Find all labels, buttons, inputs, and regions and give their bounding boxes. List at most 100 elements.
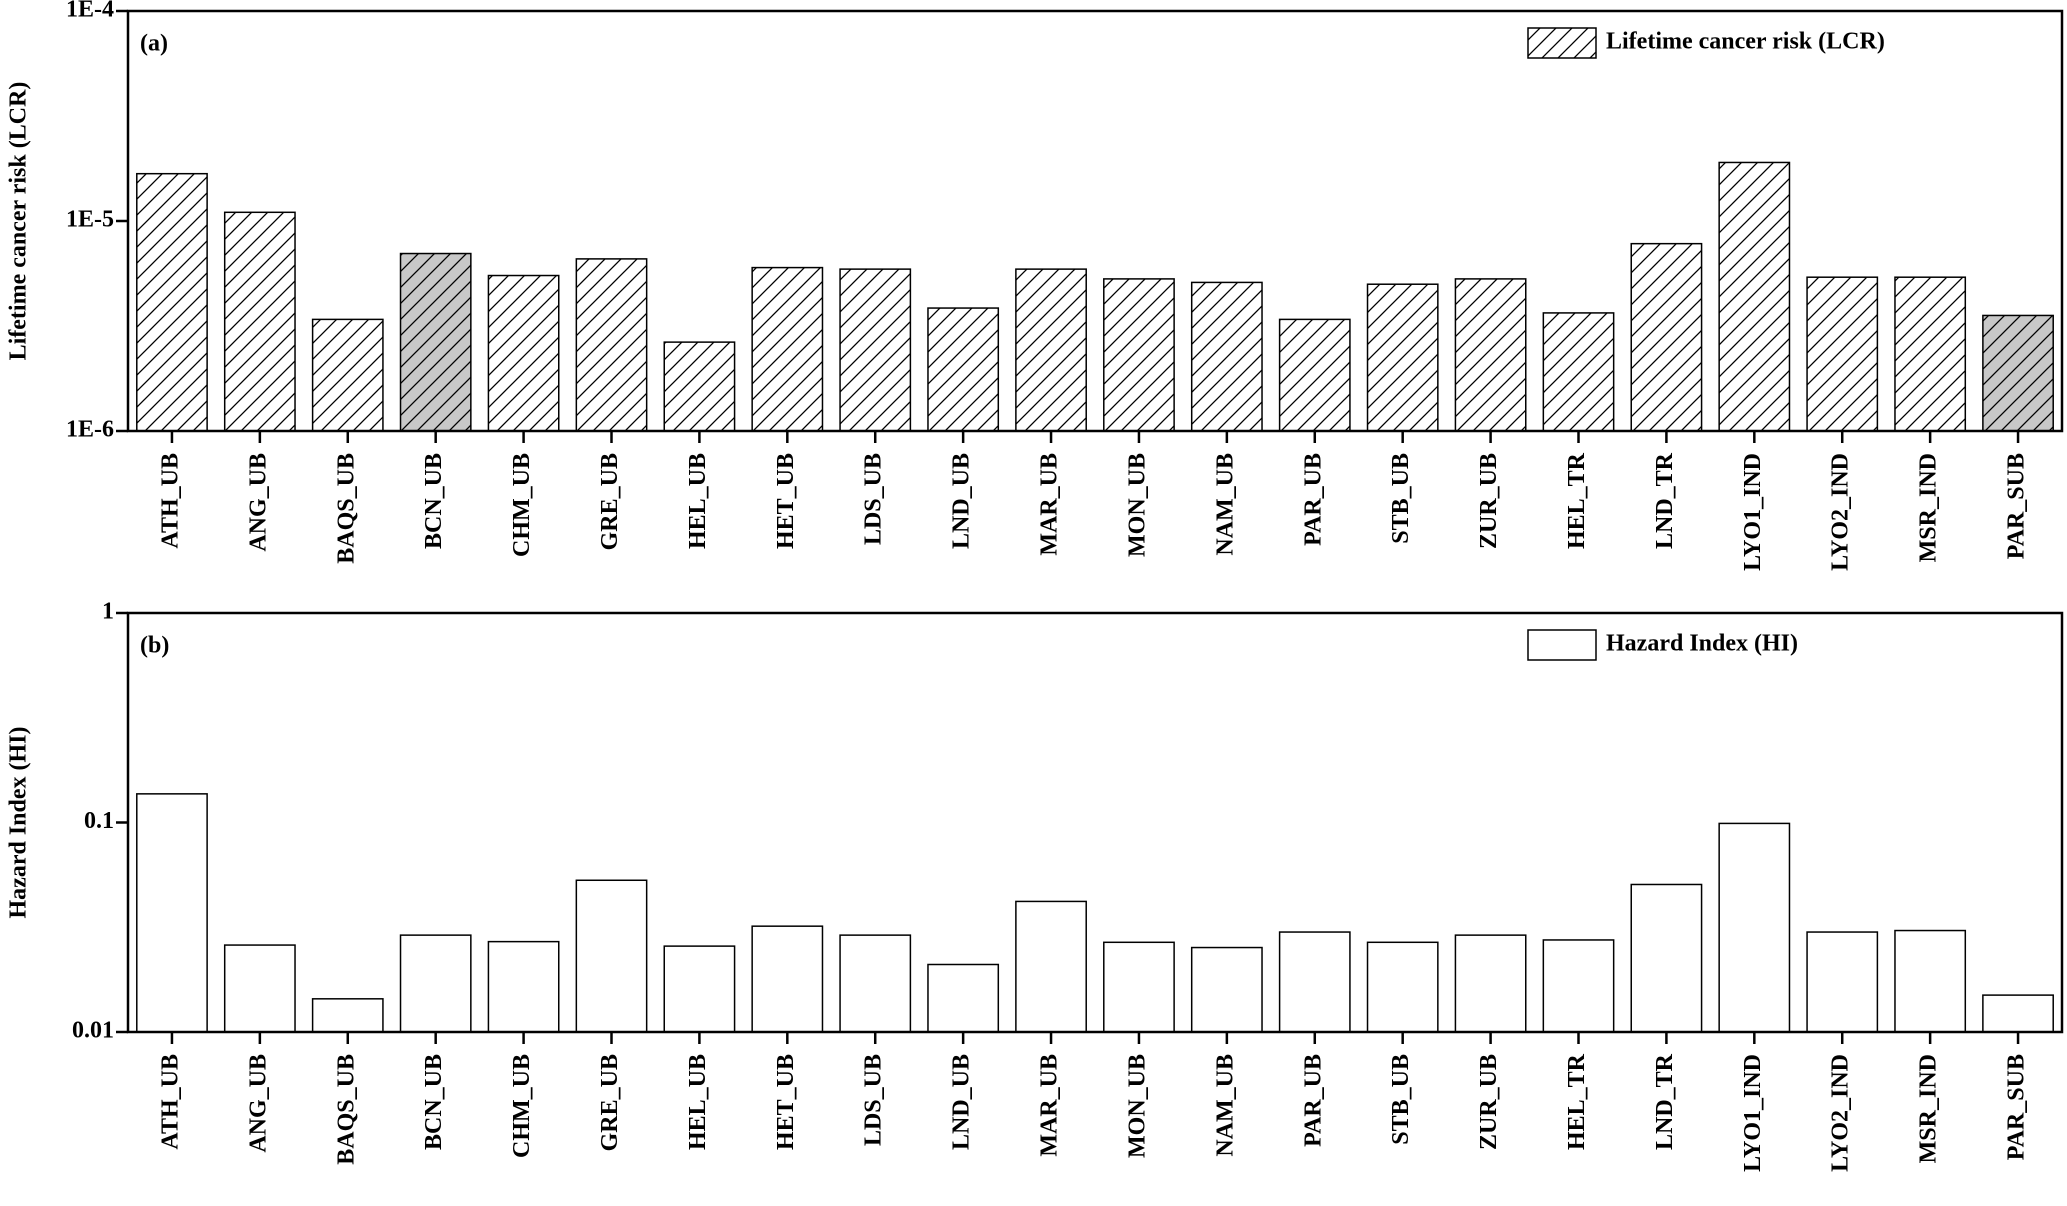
bar <box>1103 278 1175 432</box>
x-tick-label: LND_TR <box>1652 452 1678 549</box>
bar <box>1630 883 1703 1033</box>
bar <box>1190 946 1263 1033</box>
bar <box>1894 929 1967 1033</box>
x-tick-label: LND_UB <box>949 1054 975 1150</box>
x-tick-label: ZUR_UB <box>1476 453 1502 549</box>
bar <box>1190 281 1263 432</box>
bar <box>1103 941 1175 1033</box>
y-tick-label: 0.1 <box>84 808 114 834</box>
bar <box>311 318 384 432</box>
bar <box>136 172 208 432</box>
x-tick-label: LND_TR <box>1652 1053 1678 1150</box>
bar <box>223 211 296 432</box>
legend-swatch <box>1527 27 1597 59</box>
x-tick-label: GRE_UB <box>597 453 623 550</box>
bar <box>1718 822 1791 1033</box>
x-tick-label: HET_UB <box>773 453 799 549</box>
x-tick-label: PAR_UB <box>1300 453 1326 546</box>
bar <box>487 940 560 1033</box>
x-tick-label: MSR_IND <box>1916 1054 1942 1163</box>
x-tick-label: NAM_UB <box>1212 453 1238 556</box>
x-tick-label: LYO1_IND <box>1740 453 1766 571</box>
bar <box>487 274 560 432</box>
x-tick-label: NAM_UB <box>1212 1054 1238 1157</box>
bar <box>663 341 736 432</box>
bar <box>311 998 384 1033</box>
bar <box>1454 934 1527 1033</box>
x-tick-label: HEL_UB <box>685 453 711 549</box>
x-tick-label: ANG_UB <box>245 1054 271 1153</box>
legend-label: Hazard Index (HI) <box>1606 631 1798 657</box>
bar <box>839 934 912 1033</box>
x-tick-label: BCN_UB <box>421 1054 447 1150</box>
x-tick-label: MSR_IND <box>1916 453 1942 562</box>
y-tick-label: 1E-4 <box>66 0 114 23</box>
bar <box>1015 900 1087 1033</box>
bar <box>751 925 824 1033</box>
x-tick-label: BCN_UB <box>421 453 447 549</box>
x-tick-label: LYO2_IND <box>1828 453 1854 571</box>
bar <box>136 793 208 1033</box>
panel-label: (a) <box>140 31 168 57</box>
legend-swatch <box>1527 629 1597 661</box>
bar <box>399 252 472 432</box>
plot-frame <box>126 9 2064 433</box>
bar <box>1806 931 1879 1033</box>
bar <box>1982 314 2054 432</box>
bar <box>1894 276 1967 432</box>
x-tick-label: ZUR_UB <box>1476 1054 1502 1150</box>
bar <box>575 258 648 432</box>
x-tick-label: LYO2_IND <box>1828 1054 1854 1172</box>
x-tick-label: LDS_UB <box>861 453 887 545</box>
y-tick-label: 0.01 <box>72 1018 114 1044</box>
bar <box>1718 161 1791 432</box>
bar <box>1454 278 1527 432</box>
bar <box>1366 941 1439 1033</box>
bar <box>751 266 824 432</box>
x-tick-label: ATH_UB <box>157 453 183 549</box>
bar <box>399 934 472 1033</box>
x-tick-label: LDS_UB <box>861 1054 887 1146</box>
bar <box>575 879 648 1033</box>
y-tick-label: 1 <box>102 599 114 625</box>
x-tick-label: GRE_UB <box>597 1054 623 1151</box>
bar <box>223 944 296 1033</box>
x-tick-label: HEL_TR <box>1564 1053 1590 1150</box>
x-tick-label: LYO1_IND <box>1740 1054 1766 1172</box>
x-tick-label: MON_UB <box>1124 453 1150 557</box>
legend-label: Lifetime cancer risk (LCR) <box>1606 29 1885 55</box>
bar <box>1806 276 1879 432</box>
x-tick-label: BAQS_UB <box>333 1054 359 1165</box>
x-tick-label: LND_UB <box>949 453 975 549</box>
y-axis-title: Hazard Index (HI) <box>6 727 32 919</box>
y-tick-label: 1E-5 <box>66 207 114 233</box>
x-tick-label: HEL_TR <box>1564 452 1590 549</box>
x-tick-label: CHM_UB <box>509 453 535 557</box>
y-tick-label: 1E-6 <box>66 417 114 443</box>
x-tick-label: PAR_SUB <box>2004 1054 2030 1160</box>
panel-label: (b) <box>140 633 169 659</box>
x-tick-label: ANG_UB <box>245 453 271 552</box>
plot-frame <box>126 611 2064 1034</box>
bar <box>663 945 736 1033</box>
bar <box>1542 939 1615 1033</box>
x-tick-label: MAR_UB <box>1037 453 1063 556</box>
bar <box>1366 283 1439 432</box>
x-tick-label: HEL_UB <box>685 1054 711 1150</box>
x-tick-label: STB_UB <box>1388 1054 1414 1145</box>
bar <box>1278 931 1351 1033</box>
x-tick-label: BAQS_UB <box>333 453 359 564</box>
x-tick-label: PAR_SUB <box>2004 453 2030 559</box>
x-tick-label: CHM_UB <box>509 1054 535 1158</box>
bar <box>1015 268 1087 432</box>
bar <box>839 268 912 432</box>
x-tick-label: MON_UB <box>1124 1054 1150 1158</box>
bar <box>927 963 1000 1033</box>
x-tick-label: PAR_UB <box>1300 1054 1326 1147</box>
bar <box>927 307 1000 432</box>
bar <box>1630 242 1703 432</box>
x-tick-label: HET_UB <box>773 1054 799 1150</box>
x-tick-label: ATH_UB <box>157 1054 183 1150</box>
y-axis-title: Lifetime cancer risk (LCR) <box>6 82 32 361</box>
